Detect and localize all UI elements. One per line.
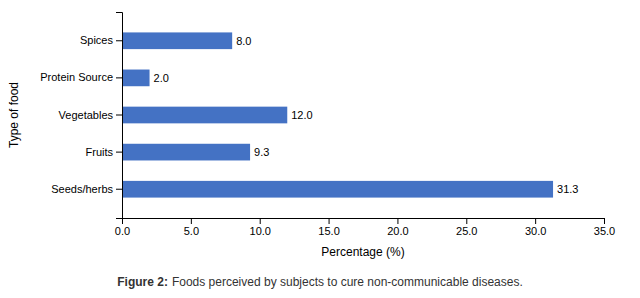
data-labels: 31.3 9.3 12.0 2.0 8.0 — [154, 35, 579, 195]
data-label: 31.3 — [557, 183, 578, 195]
tick-label: 10.0 — [250, 225, 271, 237]
axis-domain — [116, 13, 123, 219]
bar — [122, 181, 553, 198]
y-axis-title: Type of food — [7, 82, 21, 148]
bar — [122, 70, 150, 87]
x-axis: 0.0 5.0 10.0 15.0 20.0 25.0 30.0 35.0 — [115, 218, 615, 237]
chart: 31.3 9.3 12.0 2.0 8.0 0.0 5.0 10.0 15.0 20.0 25.0 3… — [0, 0, 640, 298]
y-axis: Spices Protein Source Vegetables Fruits Seed… — [40, 13, 122, 219]
tick-label: 30.0 — [525, 225, 546, 237]
bar — [122, 32, 232, 49]
tick-mark — [116, 152, 122, 153]
x-tick: 25.0 — [456, 218, 477, 237]
x-tick: 15.0 — [318, 218, 339, 237]
tick-mark — [604, 218, 605, 224]
tick-label: 20.0 — [387, 225, 408, 237]
tick-mark — [535, 218, 536, 224]
x-axis-title: Percentage (%) — [321, 245, 404, 259]
x-tick: 5.0 — [184, 218, 199, 237]
tick-label: 0.0 — [115, 225, 130, 237]
data-label: 2.0 — [154, 72, 169, 84]
tick-mark — [397, 218, 398, 224]
tick-mark — [329, 218, 330, 224]
y-tick: Spices — [80, 34, 122, 46]
data-label: 9.3 — [254, 146, 269, 158]
data-label: 12.0 — [291, 109, 312, 121]
tick-label: 15.0 — [318, 225, 339, 237]
y-tick: Seeds/herbs — [51, 183, 122, 195]
x-tick: 20.0 — [387, 218, 408, 237]
axis-domain — [123, 219, 605, 225]
tick-mark — [116, 40, 122, 41]
caption: Figure 2: Foods perceived by subjects to … — [117, 275, 523, 289]
x-tick: 0.0 — [115, 218, 130, 237]
tick-mark — [260, 218, 261, 224]
data-label: 8.0 — [236, 35, 251, 47]
tick-label: 35.0 — [594, 225, 615, 237]
plot: 31.3 9.3 12.0 2.0 8.0 0.0 5.0 10.0 15.0 20.0 25.0 3… — [7, 13, 615, 260]
tick-label: Vegetables — [59, 109, 114, 121]
x-tick: 10.0 — [250, 218, 271, 237]
bar — [122, 144, 250, 161]
tick-label: Fruits — [86, 146, 114, 158]
tick-label: 5.0 — [184, 225, 199, 237]
tick-label: Spices — [80, 34, 114, 46]
y-tick: Vegetables — [59, 109, 122, 121]
tick-label: Protein Source — [40, 71, 113, 83]
bars — [122, 32, 553, 197]
tick-label: 25.0 — [456, 225, 477, 237]
x-tick: 35.0 — [594, 218, 615, 237]
chart-container: 31.3 9.3 12.0 2.0 8.0 0.0 5.0 10.0 15.0 20.0 25.0 3… — [0, 0, 640, 298]
y-tick: Protein Source — [40, 71, 122, 83]
bar — [122, 107, 287, 124]
tick-mark — [116, 115, 122, 116]
tick-mark — [116, 189, 122, 190]
tick-mark — [466, 218, 467, 224]
caption-text: Foods perceived by subjects to cure non-… — [172, 275, 523, 289]
x-tick: 30.0 — [525, 218, 546, 237]
tick-label: Seeds/herbs — [51, 183, 113, 195]
tick-mark — [191, 218, 192, 224]
tick-mark — [116, 77, 122, 78]
caption-label: Figure 2: — [117, 275, 168, 289]
y-tick: Fruits — [86, 146, 123, 158]
